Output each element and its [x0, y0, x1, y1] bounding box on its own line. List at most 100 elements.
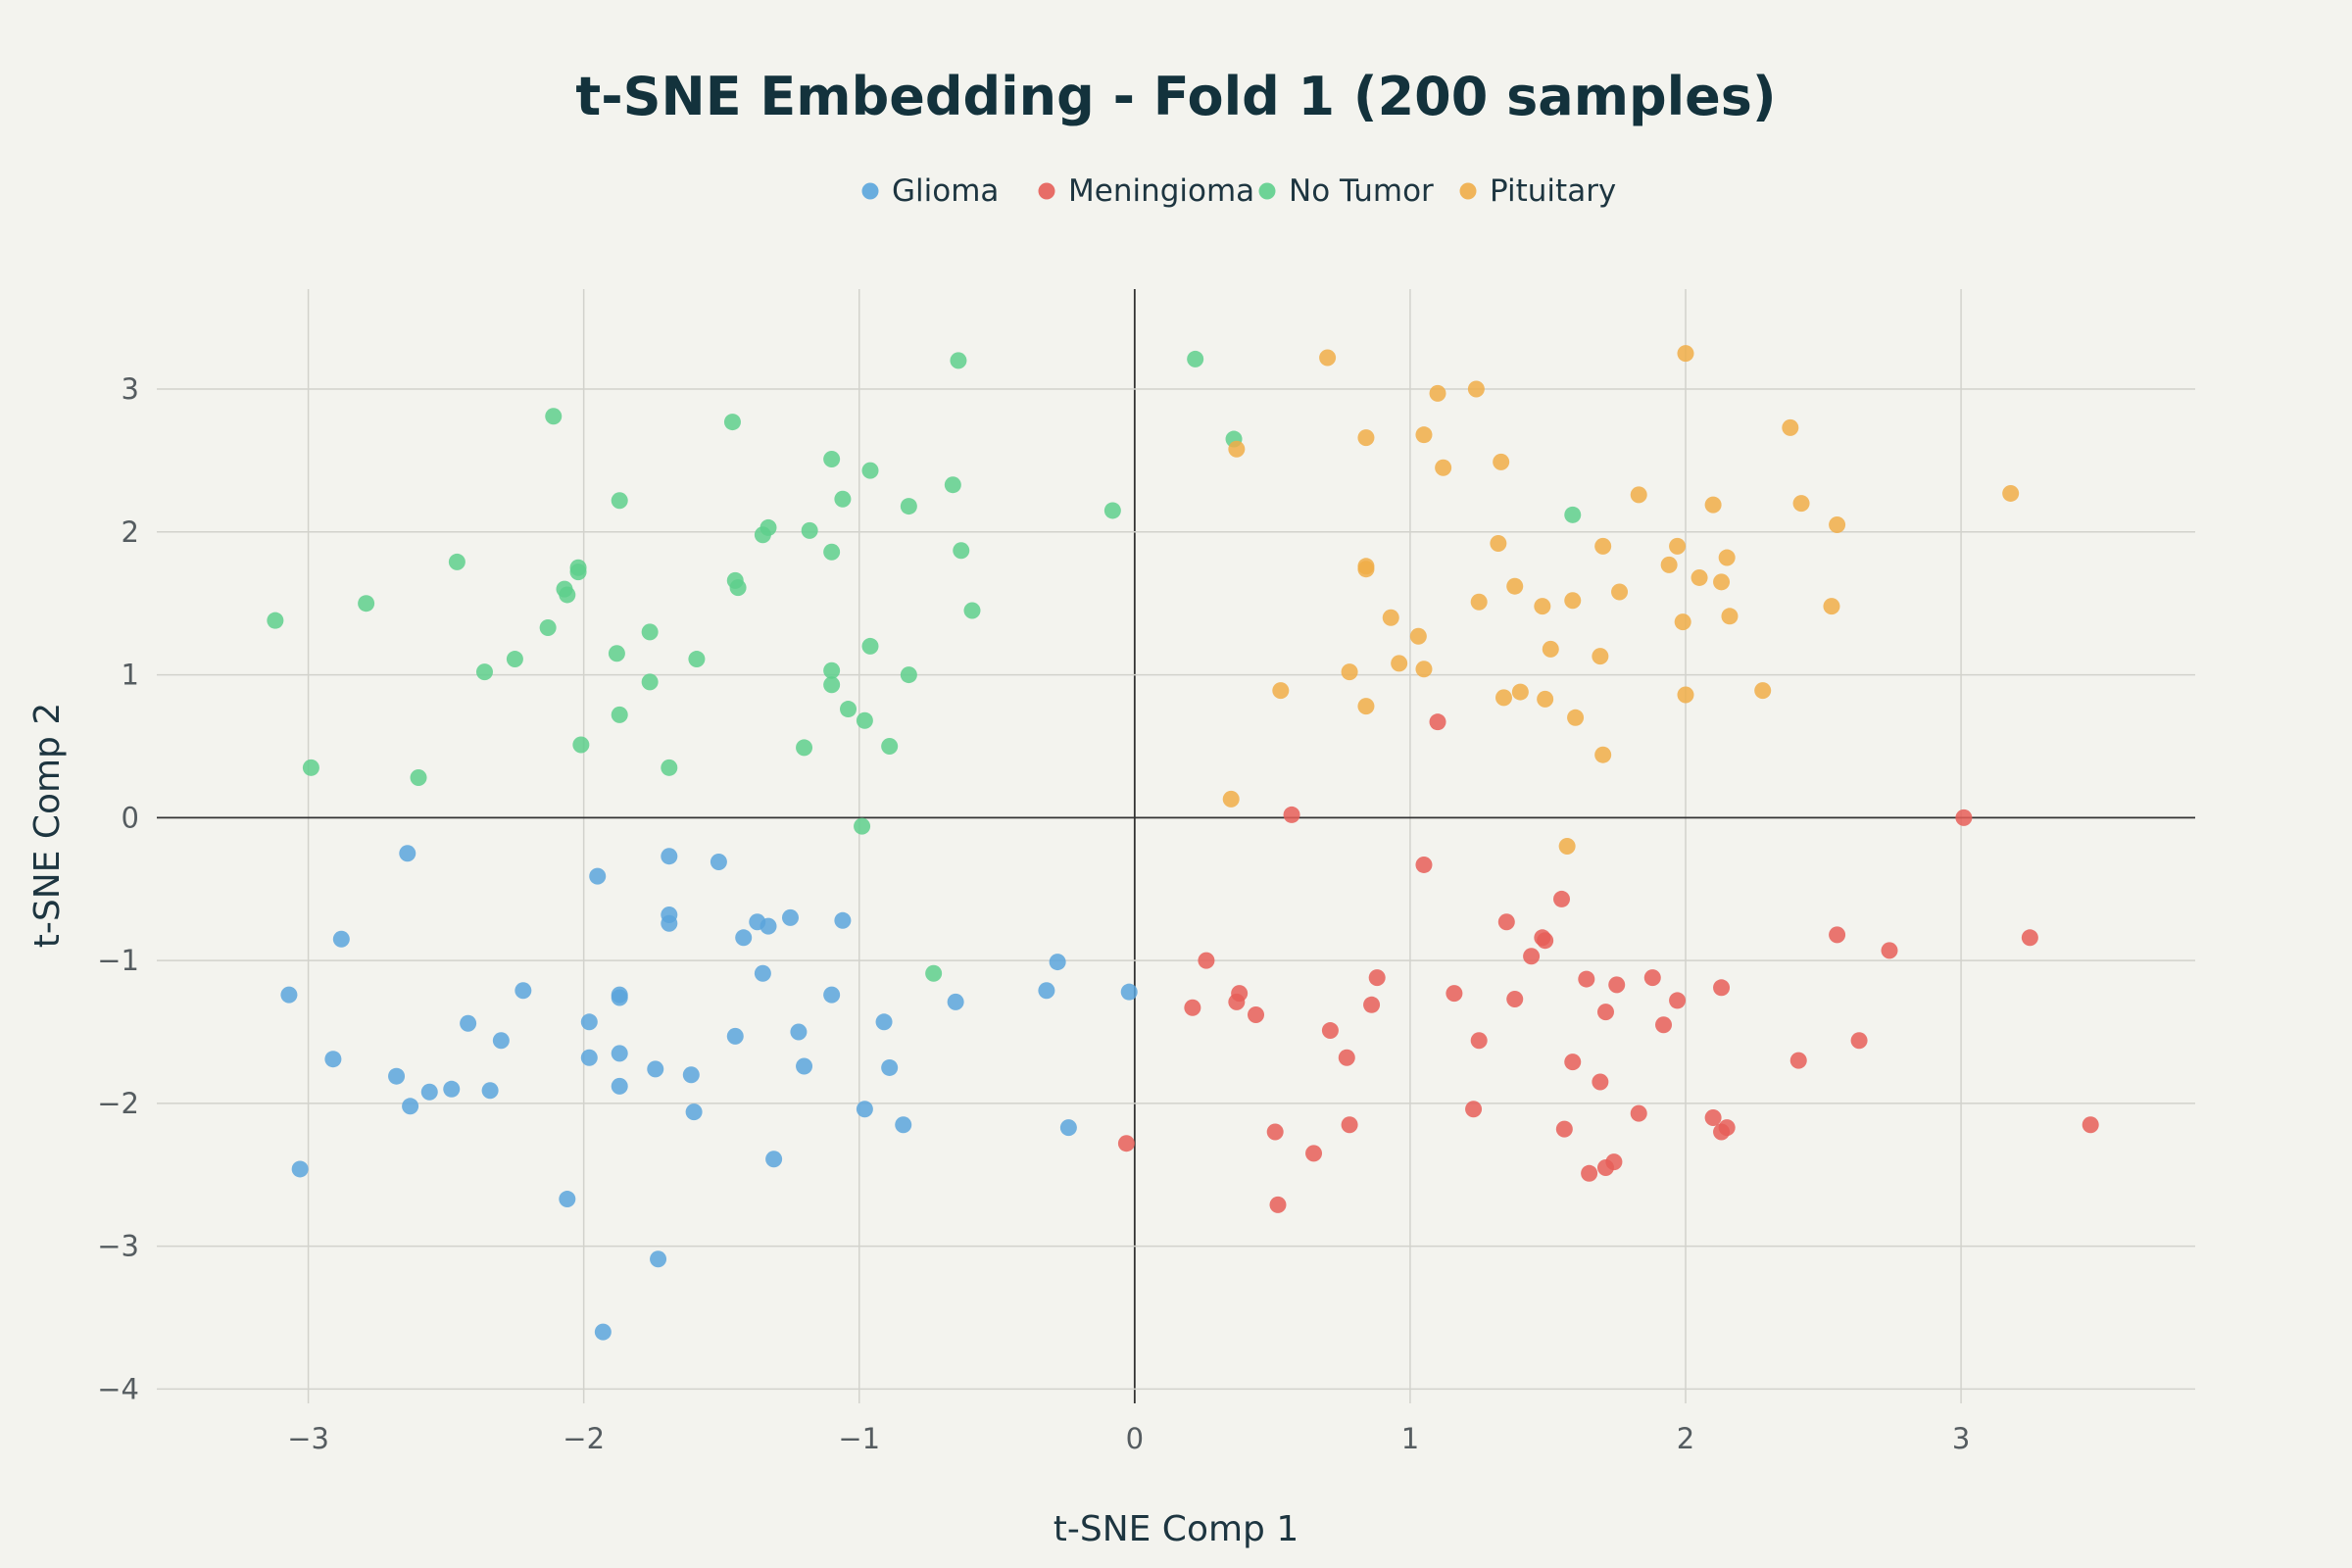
data-point [1184, 999, 1201, 1016]
data-point [572, 736, 590, 754]
legend-item: No Tumor [1258, 173, 1434, 209]
data-point [1850, 1032, 1868, 1050]
data-point [688, 651, 706, 668]
data-point [1677, 345, 1694, 363]
data-point [765, 1151, 783, 1168]
data-point [1049, 954, 1066, 971]
data-point [1231, 985, 1249, 1003]
data-point [1493, 453, 1510, 470]
y-axis-title: t-SNE Comp 2 [27, 703, 68, 949]
data-point [1415, 856, 1433, 873]
data-point [900, 666, 917, 684]
data-point [1581, 1164, 1598, 1182]
data-point [881, 737, 899, 755]
data-point [861, 462, 879, 479]
data-point [1391, 655, 1408, 672]
data-point [1537, 932, 1554, 950]
data-point [895, 1116, 912, 1134]
data-point [1594, 537, 1612, 555]
data-point [710, 854, 727, 871]
data-point [1829, 926, 1846, 944]
data-point [723, 414, 741, 431]
data-point [399, 845, 416, 862]
data-point [1338, 1049, 1355, 1066]
data-point [492, 1032, 510, 1050]
x-tick-label: 2 [1677, 1422, 1694, 1455]
data-point [1823, 598, 1840, 615]
data-point [1782, 418, 1799, 436]
series-glioma [280, 845, 1138, 1341]
data-point [1494, 689, 1512, 707]
data-point [790, 1023, 808, 1041]
y-tick-label: −2 [97, 1087, 139, 1120]
data-point [1038, 982, 1055, 1000]
data-point [754, 964, 771, 982]
legend-item: Meningioma [1038, 173, 1254, 209]
legend-label: Glioma [892, 173, 999, 209]
data-point [661, 848, 678, 865]
data-point [302, 759, 319, 776]
data-point [1187, 350, 1204, 368]
data-point [1558, 838, 1576, 855]
data-point [1446, 985, 1463, 1003]
data-point [1537, 690, 1554, 708]
data-point [608, 645, 625, 662]
x-axis-ticks: −3 −2 −1 0 1 2 3 [287, 1422, 1970, 1455]
data-point [1564, 506, 1582, 523]
data-point [1363, 996, 1381, 1013]
data-point [1630, 1104, 1647, 1122]
data-point [324, 1051, 342, 1068]
data-point [1881, 942, 1898, 959]
data-point [661, 914, 678, 932]
data-point [1511, 683, 1529, 701]
legend-marker [1038, 182, 1055, 200]
data-point [1357, 429, 1375, 447]
data-point [1564, 592, 1582, 610]
data-point [1305, 1145, 1323, 1162]
data-point [475, 663, 493, 681]
data-point [1789, 1052, 1807, 1069]
data-point [1669, 992, 1687, 1009]
data-point [1564, 1054, 1582, 1071]
y-tick-label: 3 [122, 372, 139, 406]
x-tick-label: −3 [287, 1422, 329, 1455]
data-point [1608, 976, 1626, 994]
data-point [1669, 537, 1687, 555]
data-point [856, 1101, 873, 1118]
legend-marker [1258, 182, 1276, 200]
data-point [569, 559, 587, 576]
data-point [1611, 583, 1629, 601]
data-point [823, 450, 841, 467]
data-point [580, 1013, 598, 1031]
data-point [1228, 440, 1246, 458]
data-point [661, 759, 678, 776]
data-point [1792, 495, 1810, 513]
data-point [735, 929, 753, 947]
data-point [1059, 1119, 1077, 1137]
data-point [1690, 568, 1708, 586]
data-point [685, 1103, 703, 1121]
data-point [1198, 952, 1215, 969]
legend-marker [1459, 182, 1477, 200]
x-tick-label: −1 [838, 1422, 880, 1455]
legend-label: Pituitary [1490, 173, 1616, 209]
data-point [944, 476, 961, 494]
data-point [823, 662, 841, 679]
data-point [963, 602, 981, 619]
x-tick-label: 3 [1952, 1422, 1970, 1455]
data-point [589, 867, 607, 885]
data-point [410, 769, 427, 787]
data-point [611, 492, 628, 510]
data-point [545, 408, 563, 425]
data-point [1594, 746, 1612, 763]
data-point [388, 1067, 406, 1085]
data-point [1704, 1108, 1722, 1126]
y-axis-ticks: −4 −3 −2 −1 0 1 2 3 [97, 372, 139, 1405]
data-point [1409, 627, 1427, 645]
data-point [1674, 613, 1691, 631]
data-point [1357, 698, 1375, 715]
data-point [796, 739, 813, 757]
data-point [1643, 969, 1661, 987]
data-point [1120, 983, 1138, 1001]
